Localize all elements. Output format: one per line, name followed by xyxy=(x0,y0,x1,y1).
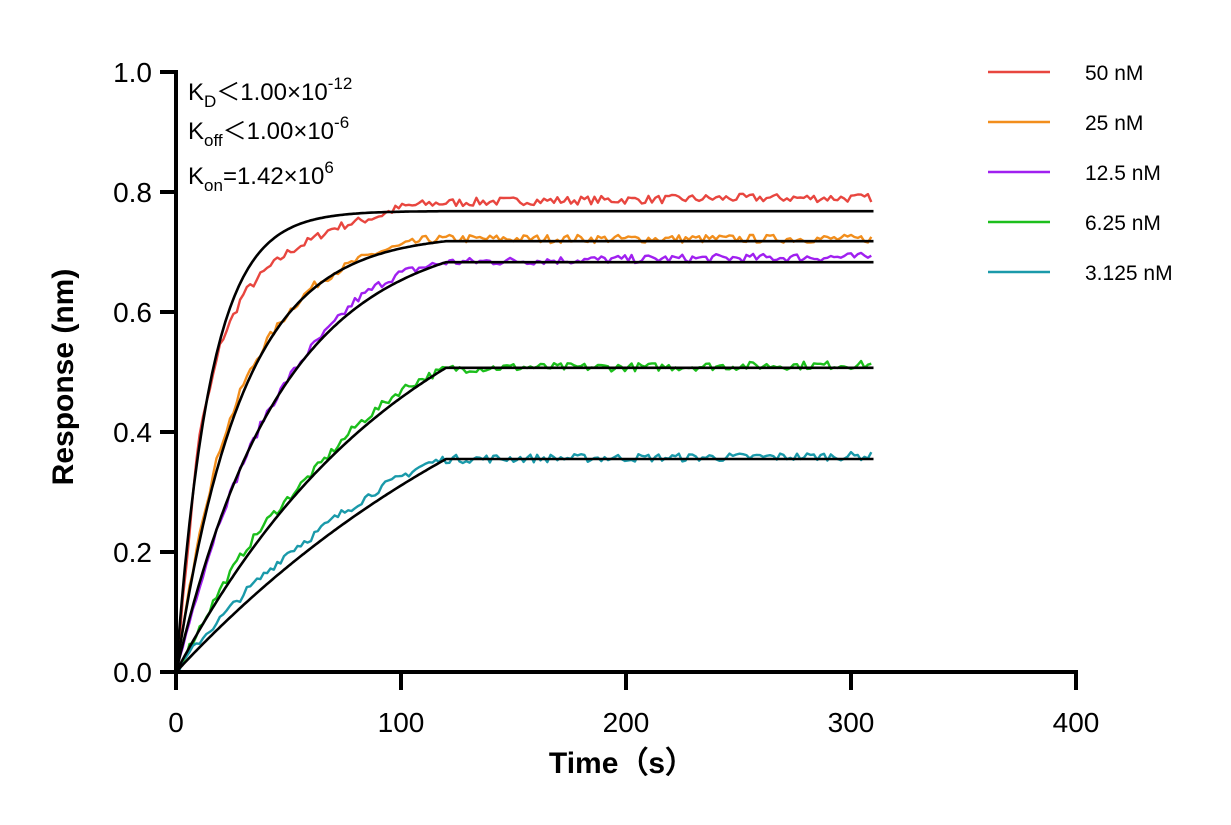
y-tick-label: 0.2 xyxy=(113,537,152,568)
y-tick-label: 0.8 xyxy=(113,177,152,208)
legend-label-4: 6.25 nM xyxy=(1085,212,1161,235)
y-tick-label: 1.0 xyxy=(113,57,152,88)
fit-curve-4 xyxy=(174,366,874,673)
series-line-4 xyxy=(175,359,872,673)
x-tick-label: 300 xyxy=(828,707,875,738)
series-line-5 xyxy=(175,450,873,674)
series-line-1 xyxy=(174,192,873,673)
fit-curve-3 xyxy=(174,260,874,673)
legend-label-1: 50 nM xyxy=(1085,62,1143,85)
fit-curve-5 xyxy=(175,457,874,673)
fit-curve-2 xyxy=(174,239,874,673)
kinetic-annotations: KD＜1.00×10-12 Koff＜1.00×10-6 Kon=1.42×10… xyxy=(188,74,352,195)
x-axis-title: Time（s） xyxy=(549,746,695,780)
x-tick-label: 0 xyxy=(168,707,184,738)
series-line-2 xyxy=(174,233,873,673)
y-tick-label: 0.6 xyxy=(113,297,152,328)
axes: 0.0 0.2 0.4 0.6 0.8 1.0 0 100 200 300 400 xyxy=(113,57,1099,738)
legend: 50 nM 25 nM 12.5 nM 6.25 nM 3.125 nM xyxy=(988,62,1173,285)
legend-label-3: 12.5 nM xyxy=(1085,162,1161,185)
y-tick-label: 0.4 xyxy=(113,417,152,448)
koff-annotation: Koff＜1.00×10-6 xyxy=(188,113,349,150)
x-tick-label: 100 xyxy=(378,707,425,738)
plot-area xyxy=(174,192,874,674)
kon-annotation: Kon=1.42×106 xyxy=(188,158,334,195)
legend-label-5: 3.125 nM xyxy=(1085,262,1173,285)
y-tick-label: 0.0 xyxy=(113,657,152,688)
y-axis-title: Response (nm) xyxy=(47,269,80,486)
legend-label-2: 25 nM xyxy=(1085,112,1143,135)
x-tick-label: 400 xyxy=(1053,707,1100,738)
fit-curve-1 xyxy=(174,209,874,673)
x-tick-label: 200 xyxy=(603,707,650,738)
kd-annotation: KD＜1.00×10-12 xyxy=(188,74,352,111)
